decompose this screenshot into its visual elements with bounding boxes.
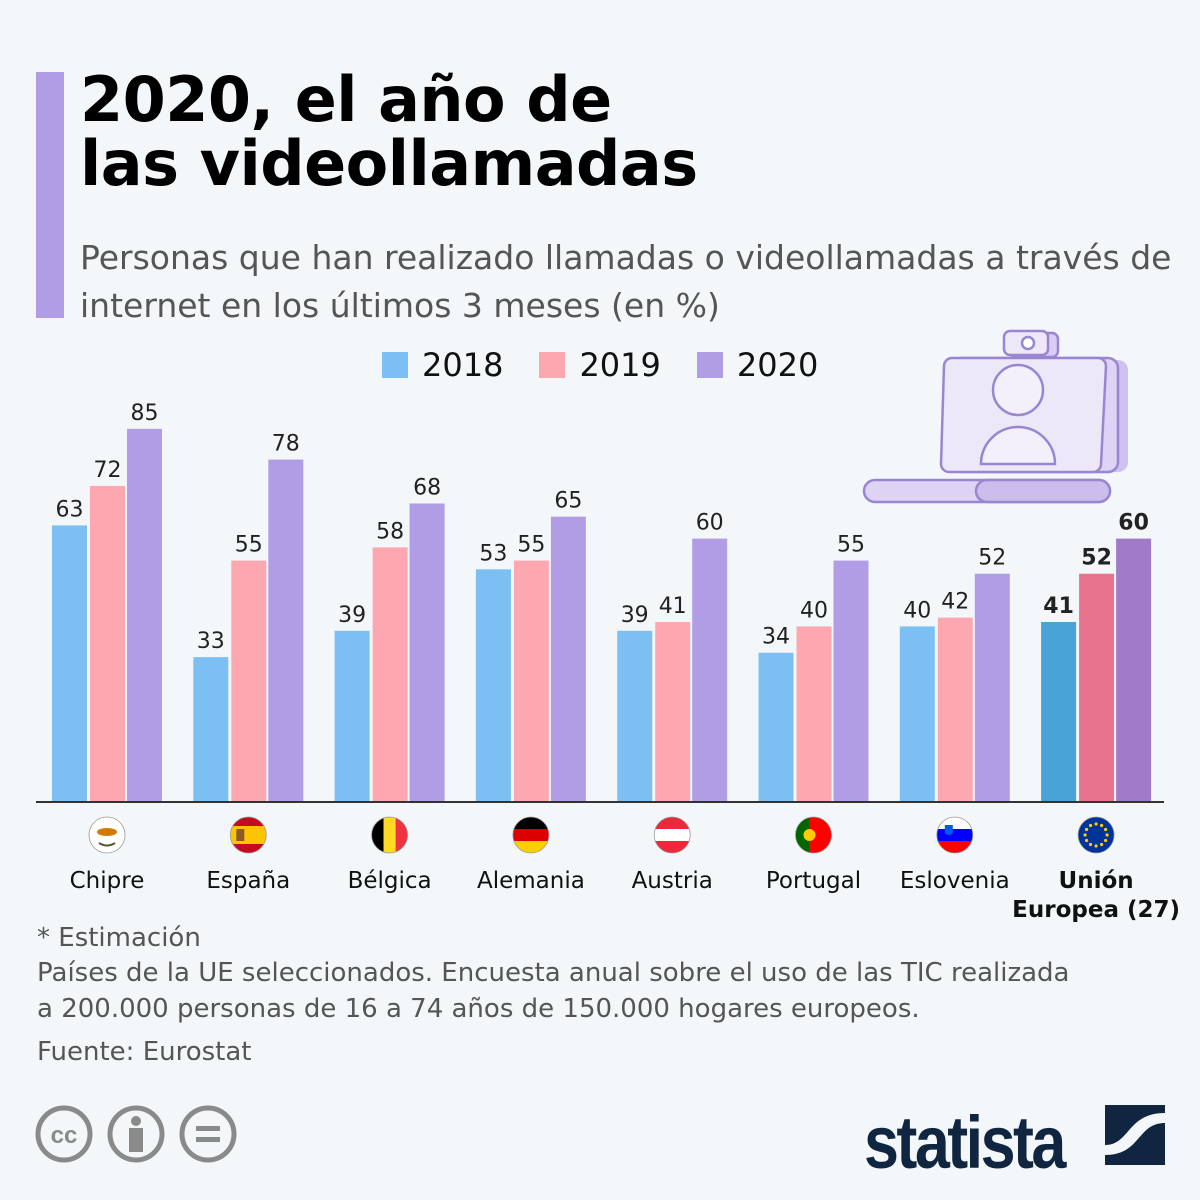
cc-license-icons[interactable]: cc	[34, 1104, 244, 1166]
legend-swatch	[696, 352, 723, 378]
spain-flag-icon	[229, 816, 267, 854]
legend-swatch	[539, 352, 566, 378]
portugal-flag-icon	[795, 816, 832, 854]
bar-2018	[334, 630, 370, 802]
legend-swatch	[382, 352, 408, 378]
data-label: 63	[56, 497, 84, 522]
data-label: 78	[272, 432, 300, 457]
bar-2019	[937, 617, 973, 802]
data-label: 65	[554, 489, 582, 514]
legend-label: 2020	[736, 346, 819, 384]
category-label: Alemania	[477, 868, 585, 894]
bar-2020	[268, 459, 304, 802]
legend-label: 2019	[579, 346, 661, 384]
bar-2019	[90, 485, 125, 802]
data-label: 58	[376, 519, 404, 544]
data-label: 52	[978, 546, 1006, 571]
category-label: Bélgica	[348, 868, 432, 894]
subtitle: Personas que han realizado llamadas o vi…	[80, 238, 1172, 325]
webcam-laptop-illustration	[862, 329, 1128, 504]
title-line-2: las videollamadas	[80, 127, 698, 200]
category-label: Eslovenia	[900, 868, 1010, 894]
bar-2018	[52, 525, 87, 802]
bar-2019	[796, 626, 832, 802]
bar-2020	[550, 516, 586, 802]
legend-2018: 2018	[382, 346, 503, 384]
category-label: Chipre	[70, 868, 145, 894]
bar-2020	[1116, 538, 1152, 802]
eu-flag-icon	[1077, 816, 1115, 854]
data-label: 53	[479, 541, 507, 566]
data-label: 41	[659, 594, 687, 619]
austria-flag-icon	[653, 816, 691, 854]
statista-logo-mark-icon	[1105, 1105, 1165, 1165]
no-derivatives-icon	[179, 1105, 237, 1163]
bar-2018	[617, 630, 653, 802]
data-label: 55	[235, 533, 263, 558]
bar-2019	[372, 547, 408, 802]
footnote-description-1: Países de la UE seleccionados. Encuesta …	[37, 958, 1070, 988]
title-line-1: 2020, el año de	[80, 63, 612, 136]
data-label: 34	[762, 625, 790, 650]
cc-icon	[35, 1105, 93, 1163]
page-title: 2020, el año de las videollamadas	[80, 68, 698, 196]
bar-2018	[758, 652, 794, 802]
accent-bar	[36, 72, 64, 318]
statista-logo: statista	[864, 1101, 1066, 1184]
bar-2018	[475, 569, 511, 802]
bar-2020	[974, 573, 1010, 802]
data-label: 42	[941, 590, 969, 615]
data-label: 60	[1118, 511, 1149, 536]
category-label: Europea (27)	[1012, 897, 1180, 923]
data-label: 33	[197, 629, 225, 654]
data-label: 55	[837, 533, 865, 558]
belgium-flag-icon	[371, 816, 409, 854]
germany-flag-icon	[512, 816, 550, 854]
bar-2020	[833, 560, 869, 802]
bar-2020	[409, 503, 445, 802]
bar-2020	[692, 538, 728, 802]
footnote-description-2: a 200.000 personas de 16 a 74 años de 15…	[37, 994, 920, 1024]
data-label: 52	[1081, 546, 1112, 571]
data-label: 68	[413, 475, 441, 500]
bar-2018	[1041, 622, 1077, 802]
footnote-estimation: * Estimación	[37, 923, 201, 953]
cyprus-flag-icon	[88, 816, 126, 854]
bar-2019	[513, 560, 549, 802]
bar-2018	[899, 626, 935, 802]
data-label: 72	[94, 458, 122, 483]
bar-2020	[127, 428, 162, 802]
data-label: 85	[131, 401, 159, 426]
source: Fuente: Eurostat	[37, 1037, 252, 1067]
data-label: 41	[1043, 594, 1074, 619]
category-label: Portugal	[766, 868, 861, 894]
data-label: 39	[338, 603, 366, 628]
data-label: 40	[903, 598, 931, 623]
data-label: 60	[696, 511, 724, 536]
data-label: 39	[621, 603, 649, 628]
data-label: 40	[800, 598, 828, 623]
attribution-icon	[107, 1105, 165, 1163]
category-label: España	[206, 868, 290, 894]
data-label: 55	[517, 533, 545, 558]
bar-2019	[1079, 573, 1115, 802]
bar-2019	[231, 560, 267, 802]
bar-2019	[655, 622, 691, 802]
category-label: Austria	[632, 868, 713, 894]
legend-2020: 2020	[696, 346, 819, 384]
svg-text:cc: cc	[51, 1122, 78, 1149]
legend: 2018 2019 2020	[382, 346, 818, 384]
legend-2019: 2019	[539, 346, 661, 384]
category-label: Unión	[1059, 868, 1134, 894]
legend-label: 2018	[422, 346, 504, 384]
bar-2018	[193, 657, 229, 802]
slovenia-flag-icon	[936, 816, 974, 854]
